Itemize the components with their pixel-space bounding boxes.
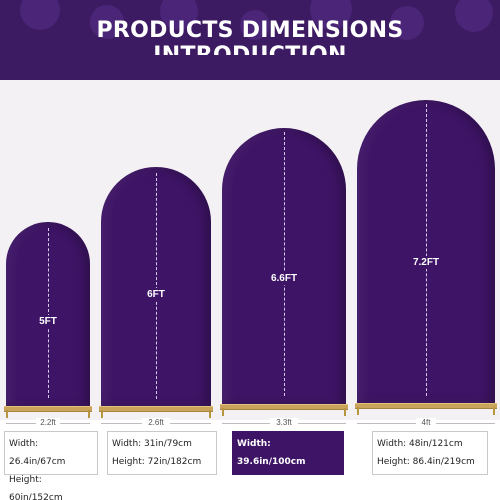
frame-leg xyxy=(101,410,103,418)
spec-height: Height: 60in/152cm xyxy=(9,475,63,500)
frame-leg xyxy=(493,407,495,415)
spec-box-6-6ft-highlighted: Width: 39.6in/100cm Height: 79.2in/201cm xyxy=(232,431,344,500)
arch-width-label: 2.2ft xyxy=(36,418,60,427)
gold-frame-base xyxy=(4,406,92,412)
height-dimension-line xyxy=(156,173,157,399)
spec-height: Height: 86.4in/219cm xyxy=(377,457,475,467)
spec-width: Width: 39.6in/100cm xyxy=(237,439,306,467)
spec-height: Height: 72in/182cm xyxy=(112,457,202,467)
decor-dot xyxy=(455,0,493,32)
gold-frame-base xyxy=(355,403,497,409)
arch-height-label: 6.6FT xyxy=(265,272,303,285)
decor-dot xyxy=(160,0,198,30)
frame-leg xyxy=(88,410,90,418)
decor-dot xyxy=(90,5,124,39)
arch-height-label: 5FT xyxy=(31,315,65,328)
arch-height-label: 7.2FT xyxy=(407,256,445,269)
spec-box-6ft: Width: 31in/79cm Height: 72in/182cm xyxy=(107,431,217,475)
decor-dot xyxy=(240,10,270,40)
frame-leg xyxy=(209,410,211,418)
frame-leg xyxy=(6,410,8,418)
spec-box-7-2ft: Width: 48in/121cm Height: 86.4in/219cm xyxy=(372,431,488,475)
arch-width-label: 2.6ft xyxy=(142,418,170,427)
frame-leg xyxy=(222,408,224,416)
gold-frame-base xyxy=(220,404,348,410)
frame-leg xyxy=(344,408,346,416)
height-dimension-line xyxy=(284,132,285,396)
spec-width: Width: 48in/121cm xyxy=(377,439,463,449)
gold-frame-base xyxy=(99,406,213,412)
height-dimension-line xyxy=(48,228,49,398)
frame-leg xyxy=(357,407,359,415)
spec-height: Height: 79.2in/201cm xyxy=(237,475,306,500)
spec-box-5ft: Width: 26.4in/67cm Height: 60in/152cm xyxy=(4,431,98,500)
arch-width-label: 4ft xyxy=(416,418,436,427)
spec-width: Width: 31in/79cm xyxy=(112,439,192,449)
arch-width-label: 3.3ft xyxy=(270,418,298,427)
height-dimension-line xyxy=(426,104,427,396)
arch-height-label: 6FT xyxy=(139,288,173,301)
decor-dot xyxy=(390,6,424,40)
spec-width: Width: 26.4in/67cm xyxy=(9,439,66,467)
